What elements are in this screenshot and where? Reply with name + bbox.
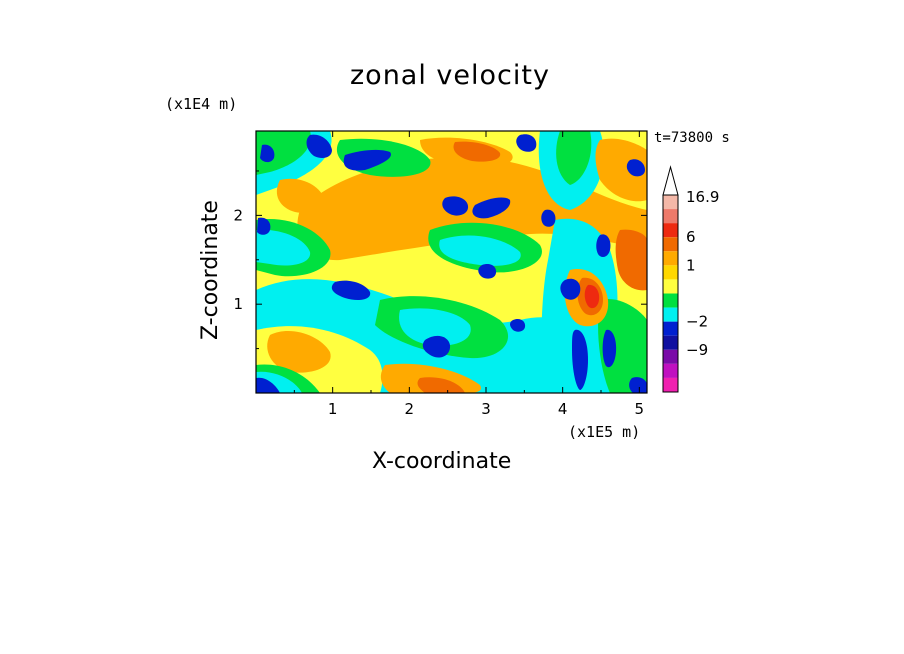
contour-region bbox=[439, 235, 521, 266]
contour-region bbox=[478, 263, 497, 279]
x-tick-label: 2 bbox=[405, 400, 415, 418]
contour-region bbox=[541, 209, 556, 227]
colorbar-label: −2 bbox=[686, 313, 708, 331]
y-axis-unit: (x1E4 m) bbox=[165, 95, 238, 113]
contour-region bbox=[256, 377, 280, 393]
colorbar-swatch bbox=[663, 209, 678, 224]
colorbar-swatch bbox=[663, 293, 678, 308]
contour-region bbox=[442, 196, 469, 216]
colorbar-swatch bbox=[663, 349, 678, 364]
contour-region bbox=[596, 234, 611, 258]
x-axis-label: X-coordinate bbox=[372, 449, 512, 474]
contour-region bbox=[256, 131, 311, 175]
contour-region bbox=[560, 278, 581, 300]
contour-region bbox=[267, 331, 331, 373]
colorbar-swatch bbox=[663, 265, 678, 280]
colorbar-swatch bbox=[663, 307, 678, 322]
contour-region bbox=[276, 178, 326, 214]
x-axis-unit: (x1E5 m) bbox=[568, 423, 641, 441]
colorbar-swatch bbox=[663, 279, 678, 294]
x-tick-label: 5 bbox=[635, 400, 645, 418]
contour-region bbox=[595, 138, 647, 202]
y-tick-label: 1 bbox=[233, 295, 243, 313]
contour-region bbox=[598, 299, 647, 393]
colorbar-label: 1 bbox=[686, 256, 696, 274]
contour-region bbox=[584, 284, 600, 309]
contour-region bbox=[472, 197, 511, 219]
colorbar-swatch bbox=[663, 377, 678, 392]
contour-region bbox=[260, 144, 275, 163]
contour-region bbox=[615, 229, 647, 291]
colorbar-swatch bbox=[663, 223, 678, 238]
contour-region bbox=[422, 335, 451, 358]
x-tick-label: 1 bbox=[328, 400, 338, 418]
colorbar-swatch bbox=[663, 321, 678, 336]
contour-region bbox=[453, 141, 501, 162]
plot-frame bbox=[255, 130, 648, 394]
colorbar-swatch bbox=[663, 195, 678, 210]
contour-region bbox=[556, 131, 592, 185]
colorbar-swatch bbox=[663, 363, 678, 378]
contour-region bbox=[306, 134, 332, 158]
colorbar: 16.9 6 1 −2 −9 bbox=[662, 165, 719, 393]
colorbar-swatch bbox=[663, 251, 678, 266]
contour-region bbox=[510, 318, 526, 332]
contour-region bbox=[331, 280, 371, 300]
contour-region bbox=[572, 329, 588, 390]
colorbar-label: 6 bbox=[686, 228, 696, 246]
contour-region bbox=[602, 329, 617, 368]
colorbar-swatch bbox=[663, 237, 678, 252]
contour-region bbox=[257, 217, 271, 235]
x-tick-label: 4 bbox=[558, 400, 568, 418]
x-tick-label: 3 bbox=[481, 400, 491, 418]
contour-region bbox=[516, 134, 537, 152]
contour-region bbox=[626, 159, 645, 177]
colorbar-label: 16.9 bbox=[686, 188, 719, 206]
colorbar-label: −9 bbox=[686, 341, 708, 359]
colorbar-extend-arrow bbox=[662, 165, 679, 196]
contour-region bbox=[417, 377, 465, 393]
y-axis-ticks: 12 bbox=[233, 170, 647, 350]
colorbar-swatch bbox=[663, 335, 678, 350]
contour-region bbox=[399, 308, 471, 346]
time-annotation: t=73800 s bbox=[654, 130, 730, 146]
contour-region bbox=[629, 377, 647, 393]
contour-region bbox=[256, 229, 311, 266]
y-tick-label: 2 bbox=[233, 206, 243, 224]
contour-plot-area bbox=[256, 131, 647, 393]
colorbar-frame bbox=[662, 194, 679, 393]
x-axis-ticks: 1 2 3 4 5 bbox=[293, 131, 645, 418]
chart-title: zonal velocity bbox=[350, 60, 550, 91]
contour-region bbox=[343, 149, 391, 171]
